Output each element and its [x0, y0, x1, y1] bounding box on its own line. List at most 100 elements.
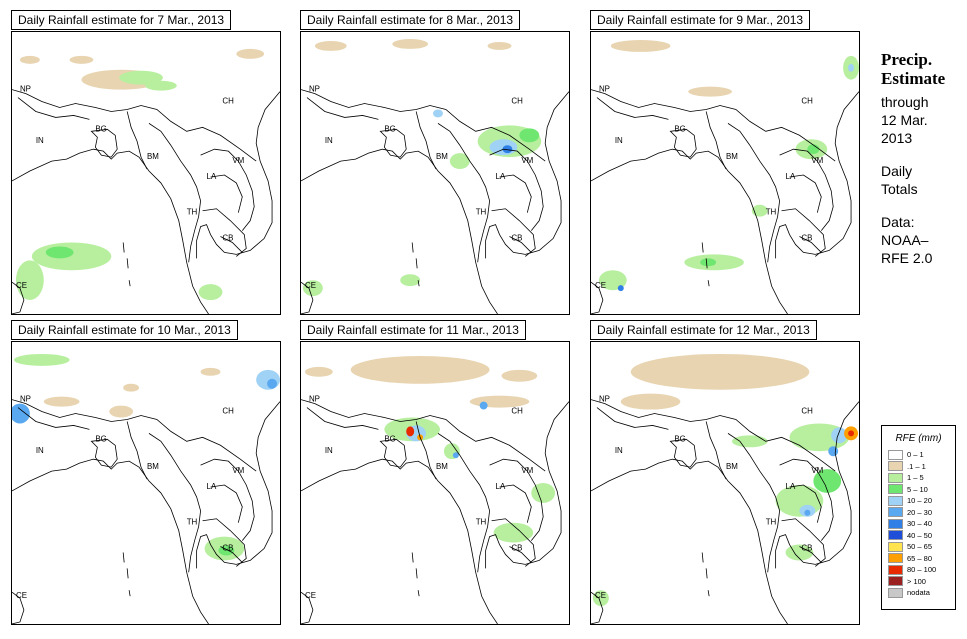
- rainfall-area: [785, 544, 814, 561]
- country-border: [705, 568, 708, 579]
- country-label-bg: BG: [95, 434, 106, 443]
- rainfall-area: [493, 522, 534, 543]
- map-svg: NP CH IN BG BM VM LA TH CB CE: [591, 39, 859, 314]
- country-border: [306, 407, 379, 430]
- country-border: [789, 174, 822, 213]
- country-border: [220, 236, 243, 253]
- country-border: [799, 546, 822, 563]
- legend-swatch: [888, 553, 903, 564]
- country-border: [775, 91, 859, 259]
- country-label-bm: BM: [147, 462, 159, 471]
- map-svg: NP CH IN BG BM VM LA TH CB CE: [12, 353, 280, 624]
- rainfall-area: [123, 383, 140, 392]
- country-border: [781, 208, 826, 257]
- country-border: [727, 433, 780, 573]
- country-border: [126, 258, 129, 269]
- country-label-bm: BM: [436, 152, 448, 161]
- country-border: [591, 281, 604, 314]
- legend-item: 65 – 80: [888, 553, 955, 565]
- country-label-bg: BG: [95, 124, 106, 133]
- country-border: [705, 258, 708, 269]
- legend-label: > 100: [907, 576, 926, 586]
- rainfall-area: [13, 353, 70, 366]
- country-label-np: NP: [20, 85, 31, 94]
- rainfall-area: [12, 403, 30, 424]
- rainfall-area: [831, 427, 848, 444]
- rainfall-map: NP CH IN BG BM VM LA TH CB CE: [590, 31, 860, 315]
- country-border: [781, 518, 826, 567]
- country-border: [202, 518, 247, 567]
- country-border: [306, 97, 379, 120]
- country-border: [196, 401, 280, 569]
- legend-swatch: [888, 541, 903, 552]
- country-border: [12, 591, 25, 624]
- sidebar-source-noaa: NOAA–: [881, 232, 929, 248]
- country-border: [126, 111, 148, 170]
- country-label-ch: CH: [222, 97, 234, 106]
- sidebar-source-rfe: RFE 2.0: [881, 250, 933, 266]
- rainfall-area: [501, 369, 538, 382]
- country-label-la: LA: [786, 482, 796, 491]
- rainfall-area: [400, 274, 421, 287]
- country-border: [196, 91, 280, 259]
- country-label-bg: BG: [674, 434, 685, 443]
- country-border: [128, 590, 131, 597]
- country-border: [415, 421, 437, 480]
- sidebar-data-label: Data:: [881, 214, 915, 230]
- rainfall-area: [69, 55, 94, 64]
- rainfall-area: [775, 484, 824, 517]
- rainfall-area: [236, 48, 265, 59]
- legend-swatch: [888, 587, 903, 598]
- country-label-vm: VM: [232, 156, 244, 165]
- country-border: [701, 552, 704, 563]
- country-label-cb: CB: [222, 543, 233, 552]
- country-label-bg: BG: [384, 124, 395, 133]
- rainfall-area: [479, 401, 488, 410]
- country-border: [90, 128, 118, 158]
- country-label-ch: CH: [511, 407, 523, 416]
- rainfall-area: [218, 545, 235, 556]
- country-border: [707, 590, 710, 597]
- country-label-vm: VM: [521, 466, 533, 475]
- country-border: [509, 236, 532, 253]
- rainfall-area: [45, 246, 74, 259]
- rainfall-area: [804, 509, 811, 516]
- country-border: [148, 123, 201, 263]
- country-label-ce: CE: [305, 591, 316, 600]
- country-label-bg: BG: [674, 124, 685, 133]
- legend-swatch: [888, 576, 903, 587]
- rainfall-area: [267, 378, 278, 389]
- legend-label: .1 – 1: [907, 461, 926, 471]
- rainfall-map: NP CH IN BG BM VM LA TH CB CE: [11, 31, 281, 315]
- country-border: [417, 280, 420, 287]
- rainfall-area: [700, 258, 717, 267]
- legend-label: 0 – 1: [907, 450, 924, 460]
- country-label-vm: VM: [232, 466, 244, 475]
- country-border: [126, 568, 129, 579]
- country-border: [411, 552, 414, 563]
- rainfall-area: [19, 55, 40, 64]
- country-border: [301, 89, 546, 162]
- rainfall-area: [848, 430, 855, 437]
- panel-title: Daily Rainfall estimate for 9 Mar., 2013: [590, 10, 811, 30]
- legend-swatch: [888, 472, 903, 483]
- country-border: [707, 280, 710, 287]
- rainfall-area: [15, 260, 44, 301]
- legend-label: 30 – 40: [907, 519, 933, 529]
- sidebar-daily: Daily: [881, 163, 913, 179]
- country-border: [779, 458, 834, 541]
- rainfall-area: [751, 204, 768, 217]
- legend-label: 80 – 100: [907, 565, 937, 575]
- country-border: [417, 590, 420, 597]
- sidebar-date-year: 2013: [881, 130, 913, 146]
- legend-label: 50 – 65: [907, 542, 933, 552]
- legend-label: 1 – 5: [907, 473, 924, 483]
- map-svg: NP CH IN BG BM VM LA TH CB CE: [301, 39, 569, 314]
- country-border: [485, 91, 569, 259]
- country-label-np: NP: [599, 395, 610, 404]
- rainfall-map: NP CH IN BG BM VM LA TH CB CE: [300, 341, 570, 625]
- country-border: [301, 591, 314, 624]
- country-border: [379, 438, 407, 468]
- country-border: [499, 174, 532, 213]
- country-border: [669, 438, 697, 468]
